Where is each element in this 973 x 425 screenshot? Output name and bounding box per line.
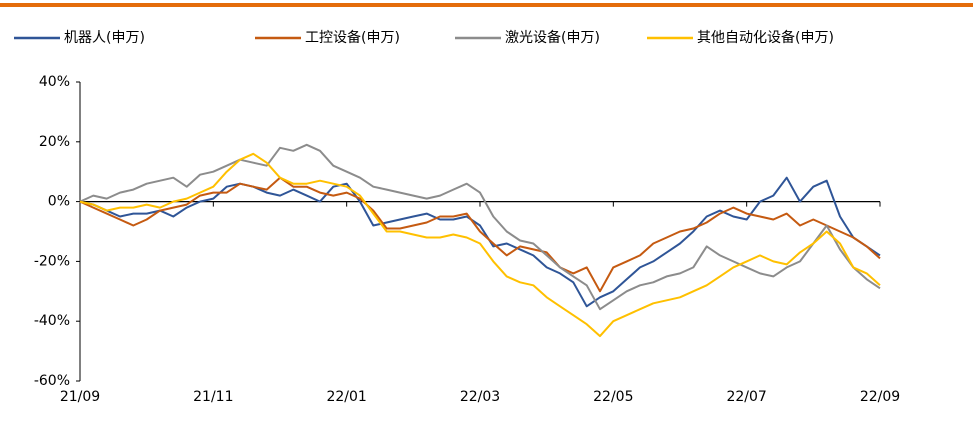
series-line: [79, 152, 881, 338]
y-tick-label: 0%: [48, 194, 70, 210]
top-bar: [0, 3, 973, 7]
x-tick-label: 22/09: [860, 389, 900, 405]
y-tick-label: 40%: [39, 74, 70, 90]
y-tick-label: -60%: [34, 373, 70, 389]
legend-label: 工控设备(申万): [305, 29, 400, 46]
series-line: [79, 143, 881, 311]
x-tick-label: 22/01: [326, 389, 366, 405]
y-tick-label: 20%: [39, 134, 70, 150]
series-line: [79, 176, 881, 308]
legend-label: 机器人(申万): [64, 30, 145, 46]
y-tick-label: -20%: [34, 253, 70, 269]
x-tick-label: 21/11: [193, 389, 233, 405]
x-tick-label: 22/03: [460, 389, 500, 405]
legend-label: 激光设备(申万): [505, 29, 600, 46]
y-tick-label: -40%: [34, 313, 70, 329]
x-tick-label: 22/05: [593, 389, 633, 405]
series-line: [79, 176, 881, 293]
x-tick-label: 22/07: [726, 389, 766, 405]
x-tick-label: 21/09: [60, 389, 100, 405]
legend-label: 其他自动化设备(申万): [697, 29, 834, 46]
